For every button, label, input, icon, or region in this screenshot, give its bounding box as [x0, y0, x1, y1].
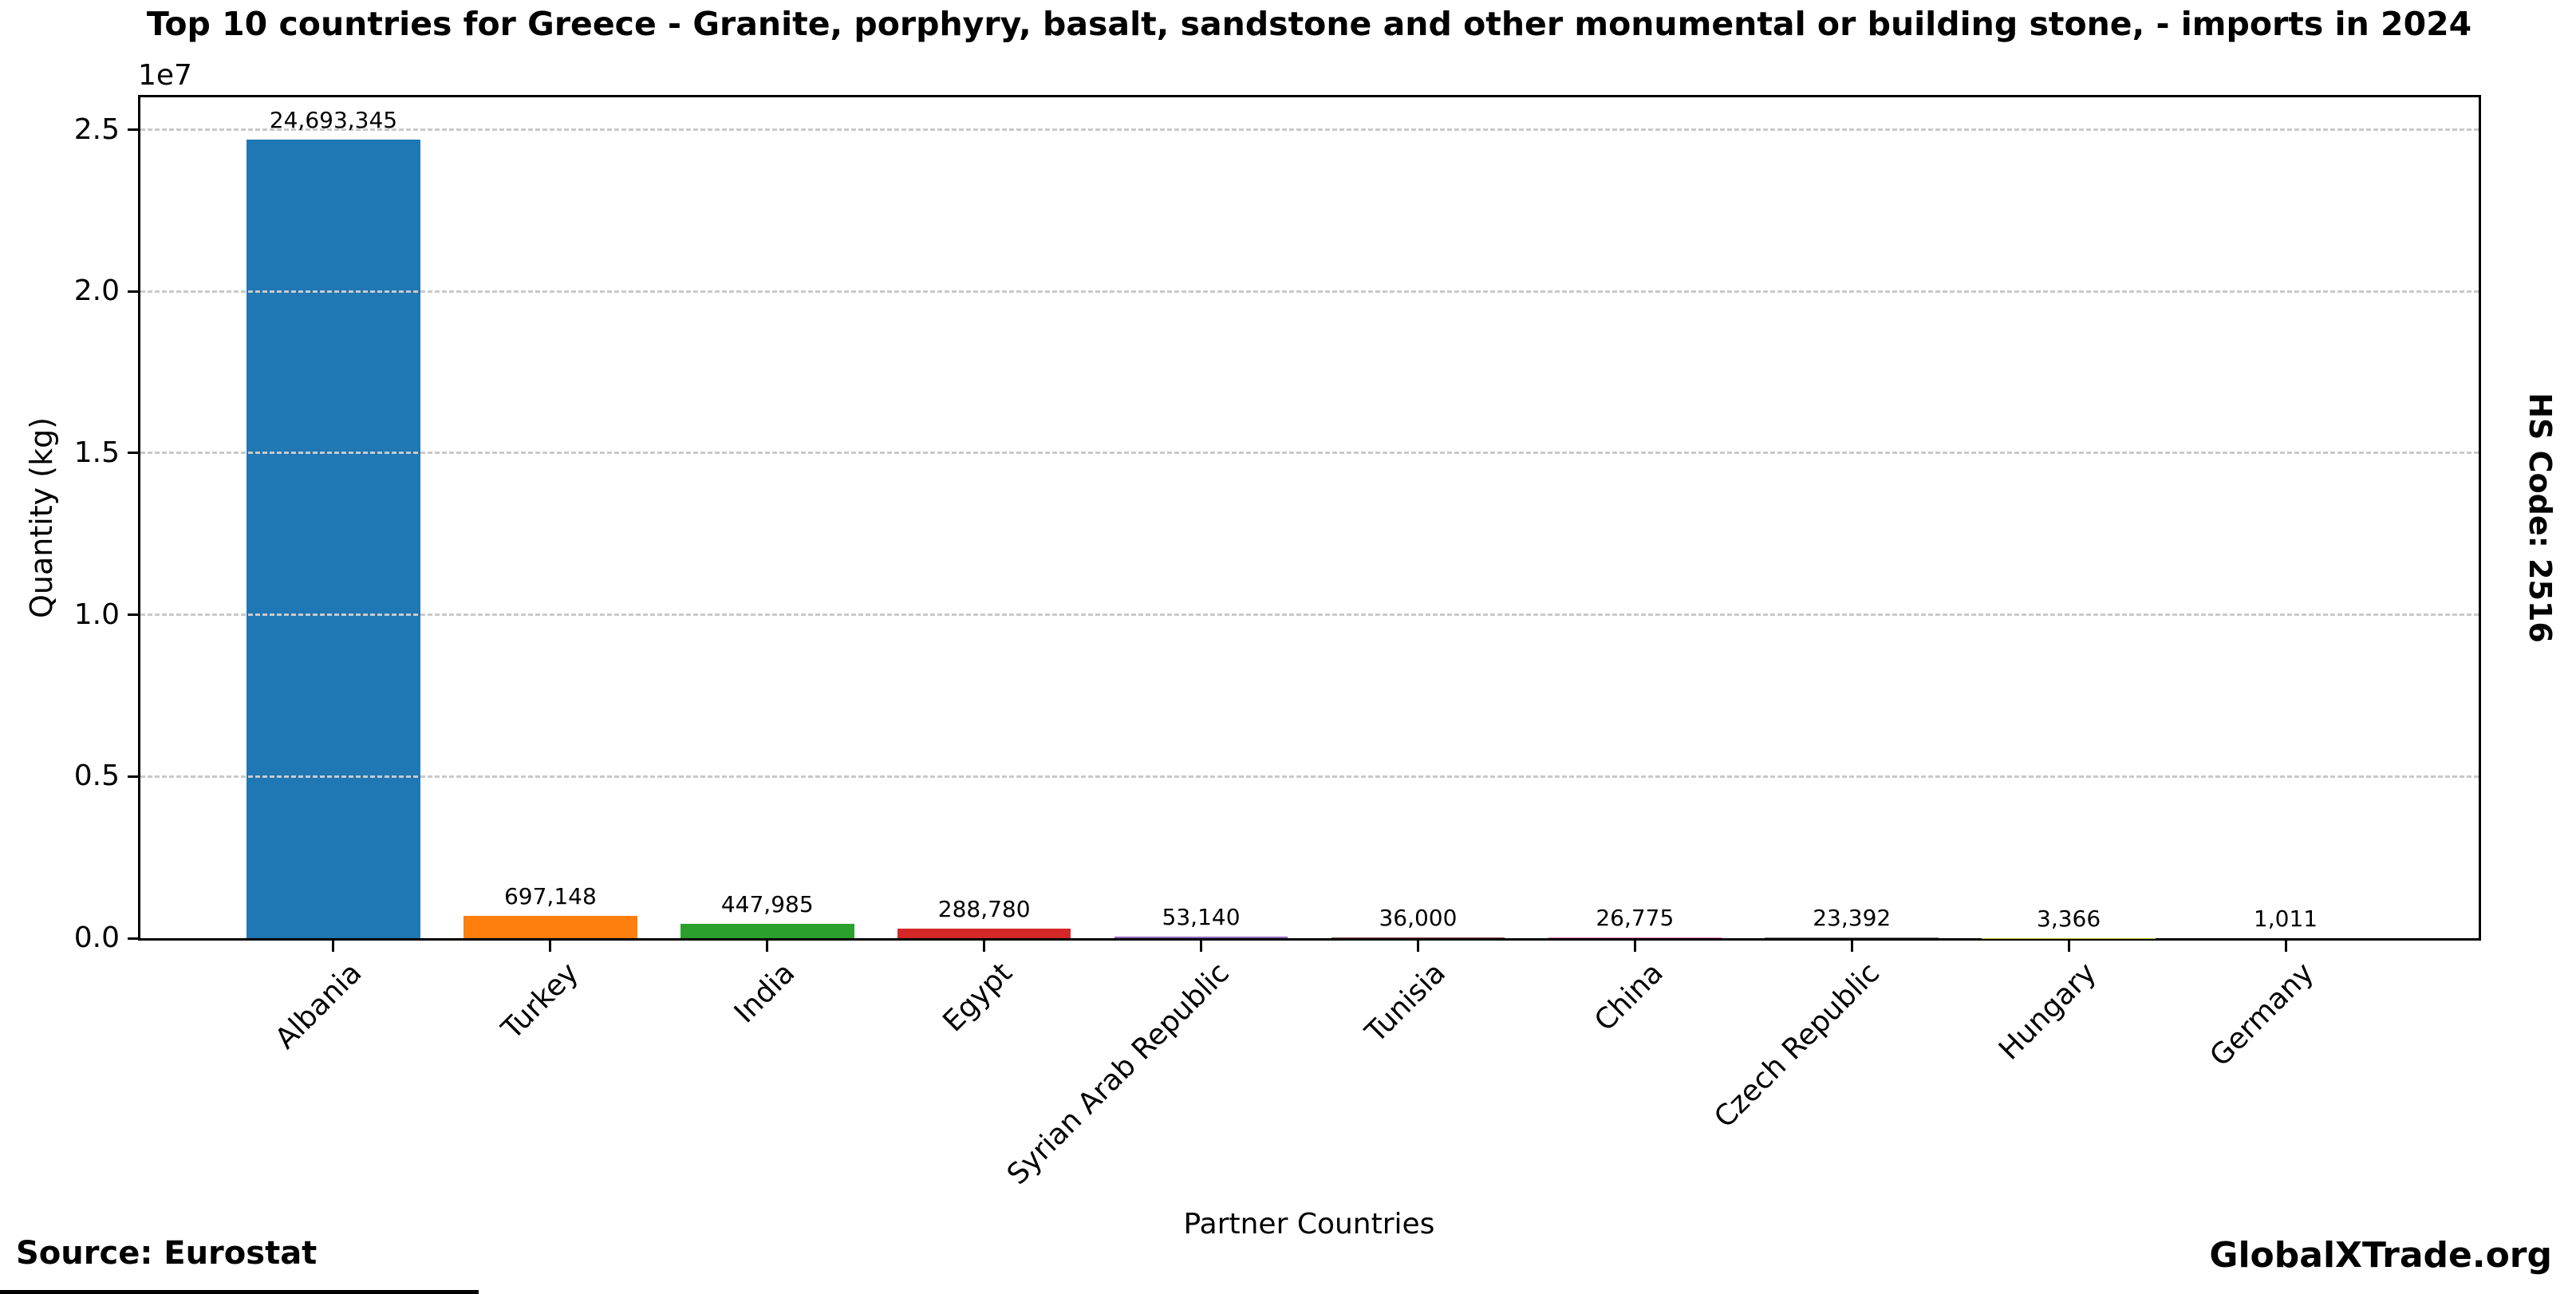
y-tick-mark [128, 775, 138, 778]
chart-title: Top 10 countries for Greece - Granite, p… [146, 5, 2472, 43]
y-tick-mark [128, 937, 138, 940]
bar-value-label: 1,011 [2253, 905, 2318, 932]
bar-value-label: 288,780 [937, 896, 1031, 923]
bar-value-label: 697,148 [503, 882, 597, 909]
gridline [140, 613, 2479, 617]
bar [1548, 937, 1722, 938]
x-tick-mark [332, 941, 335, 952]
bar [464, 915, 637, 938]
y-tick-label: 2.0 [73, 274, 120, 308]
x-tick-mark [2067, 941, 2070, 952]
x-tick-mark [766, 941, 769, 952]
bottom-edge-strip [0, 1290, 479, 1294]
gridline [140, 290, 2479, 293]
y-tick-label: 1.5 [73, 436, 120, 469]
y-tick-label: 2.5 [73, 112, 120, 146]
gridline [140, 128, 2479, 132]
y-tick-label: 0.0 [73, 921, 120, 954]
y-tick-mark [128, 452, 138, 455]
y-tick-mark [128, 290, 138, 293]
x-tick-label: Syrian Arab Republic [1000, 957, 1236, 1192]
bar-value-label: 447,985 [720, 890, 814, 917]
x-tick-mark [1633, 941, 1636, 952]
x-tick-label: Egypt [937, 957, 1019, 1039]
bar [680, 923, 854, 938]
y-tick-mark [128, 613, 138, 617]
x-tick-label: Albania [268, 957, 368, 1056]
x-tick-mark [983, 941, 986, 952]
y-tick-mark [128, 128, 138, 132]
bar-value-label: 36,000 [1379, 904, 1458, 931]
plot-area: 24,693,345 697,148 447,985 288,780 53,140 36,… [138, 95, 2481, 941]
bar [247, 139, 420, 938]
bar [897, 929, 1071, 938]
bar-value-label: 3,366 [2037, 905, 2101, 932]
x-tick-label: Germany [2203, 957, 2321, 1073]
source-note: Source: Eurostat [16, 1235, 318, 1272]
y-tick-label: 1.0 [73, 598, 120, 631]
watermark-brand: GlobalXTrade.org [2209, 1235, 2552, 1276]
x-tick-label: Hungary [1993, 957, 2104, 1067]
hs-code-label: HS Code: 2516 [2523, 393, 2558, 643]
bar-value-label: 53,140 [1162, 903, 1241, 930]
x-tick-label: Czech Republic [1708, 957, 1887, 1134]
gridline [140, 775, 2479, 778]
x-tick-mark [2284, 941, 2287, 952]
bar-value-label: 24,693,345 [269, 106, 398, 133]
bar-value-label: 26,775 [1596, 904, 1675, 931]
x-tick-label: Tunisia [1359, 957, 1453, 1049]
bar [1331, 937, 1505, 938]
y-tick-label: 0.5 [73, 759, 120, 793]
bar [1765, 937, 1939, 938]
y-axis-offset-text: 1e7 [138, 59, 192, 92]
x-axis-label: Partner Countries [1183, 1208, 1435, 1241]
x-tick-label: China [1588, 957, 1670, 1038]
x-tick-label: India [728, 957, 802, 1030]
bar [1114, 936, 1288, 938]
bar-value-label: 23,392 [1813, 905, 1892, 932]
x-tick-mark [549, 941, 552, 952]
x-tick-mark [1200, 941, 1203, 952]
gridline [140, 452, 2479, 455]
x-tick-mark [1416, 941, 1419, 952]
x-tick-label: Turkey [495, 957, 585, 1046]
x-tick-mark [1850, 941, 1853, 952]
